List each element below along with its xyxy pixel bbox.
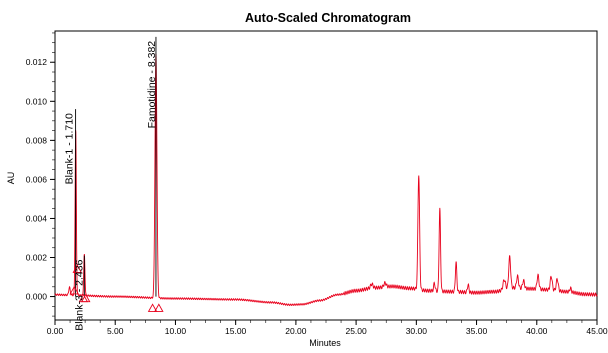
x-axis-label: Minutes — [309, 338, 341, 348]
integration-marker — [72, 264, 83, 273]
x-tick-label: 5.00 — [107, 326, 124, 336]
x-tick-label: 30.00 — [406, 326, 428, 336]
chart-title: Auto-Scaled Chromatogram — [245, 11, 411, 25]
x-tick-label: 10.00 — [165, 326, 187, 336]
x-tick-label: 0.00 — [47, 326, 64, 336]
x-tick-label: 40.00 — [526, 326, 548, 336]
x-tick-label: 25.00 — [345, 326, 367, 336]
y-tick-label: 0.012 — [26, 57, 48, 67]
chromatogram-trace — [54, 53, 598, 307]
x-tick-label: 15.00 — [225, 326, 247, 336]
x-tick-label: 35.00 — [466, 326, 488, 336]
peak-label: Famotidine - 8.382 — [146, 41, 158, 129]
peak-label: Blank-1 - 1.710 — [64, 113, 76, 184]
x-tick-label: 20.00 — [285, 326, 307, 336]
x-tick-label: 45.00 — [586, 326, 608, 336]
y-tick-label: 0.006 — [26, 174, 48, 184]
plot-area: 0.00 5.00 10.00 15.00 20.00 25.00 30.00 35.00 40… — [26, 30, 608, 336]
y-tick-label: 0.002 — [26, 253, 48, 263]
y-tick-label: 0.010 — [26, 96, 48, 106]
integration-marker — [69, 285, 80, 295]
y-tick-label: 0.008 — [26, 135, 48, 145]
peak-label: Blank-3 - 2.436 — [73, 259, 85, 330]
integration-marker — [154, 303, 164, 312]
plot-frame — [54, 30, 598, 321]
y-tick-label: 0.004 — [26, 213, 48, 223]
y-tick-label: 0.000 — [26, 292, 48, 302]
integration-marker — [80, 293, 91, 303]
y-axis-label: AU — [6, 172, 16, 185]
integration-marker — [147, 303, 158, 312]
